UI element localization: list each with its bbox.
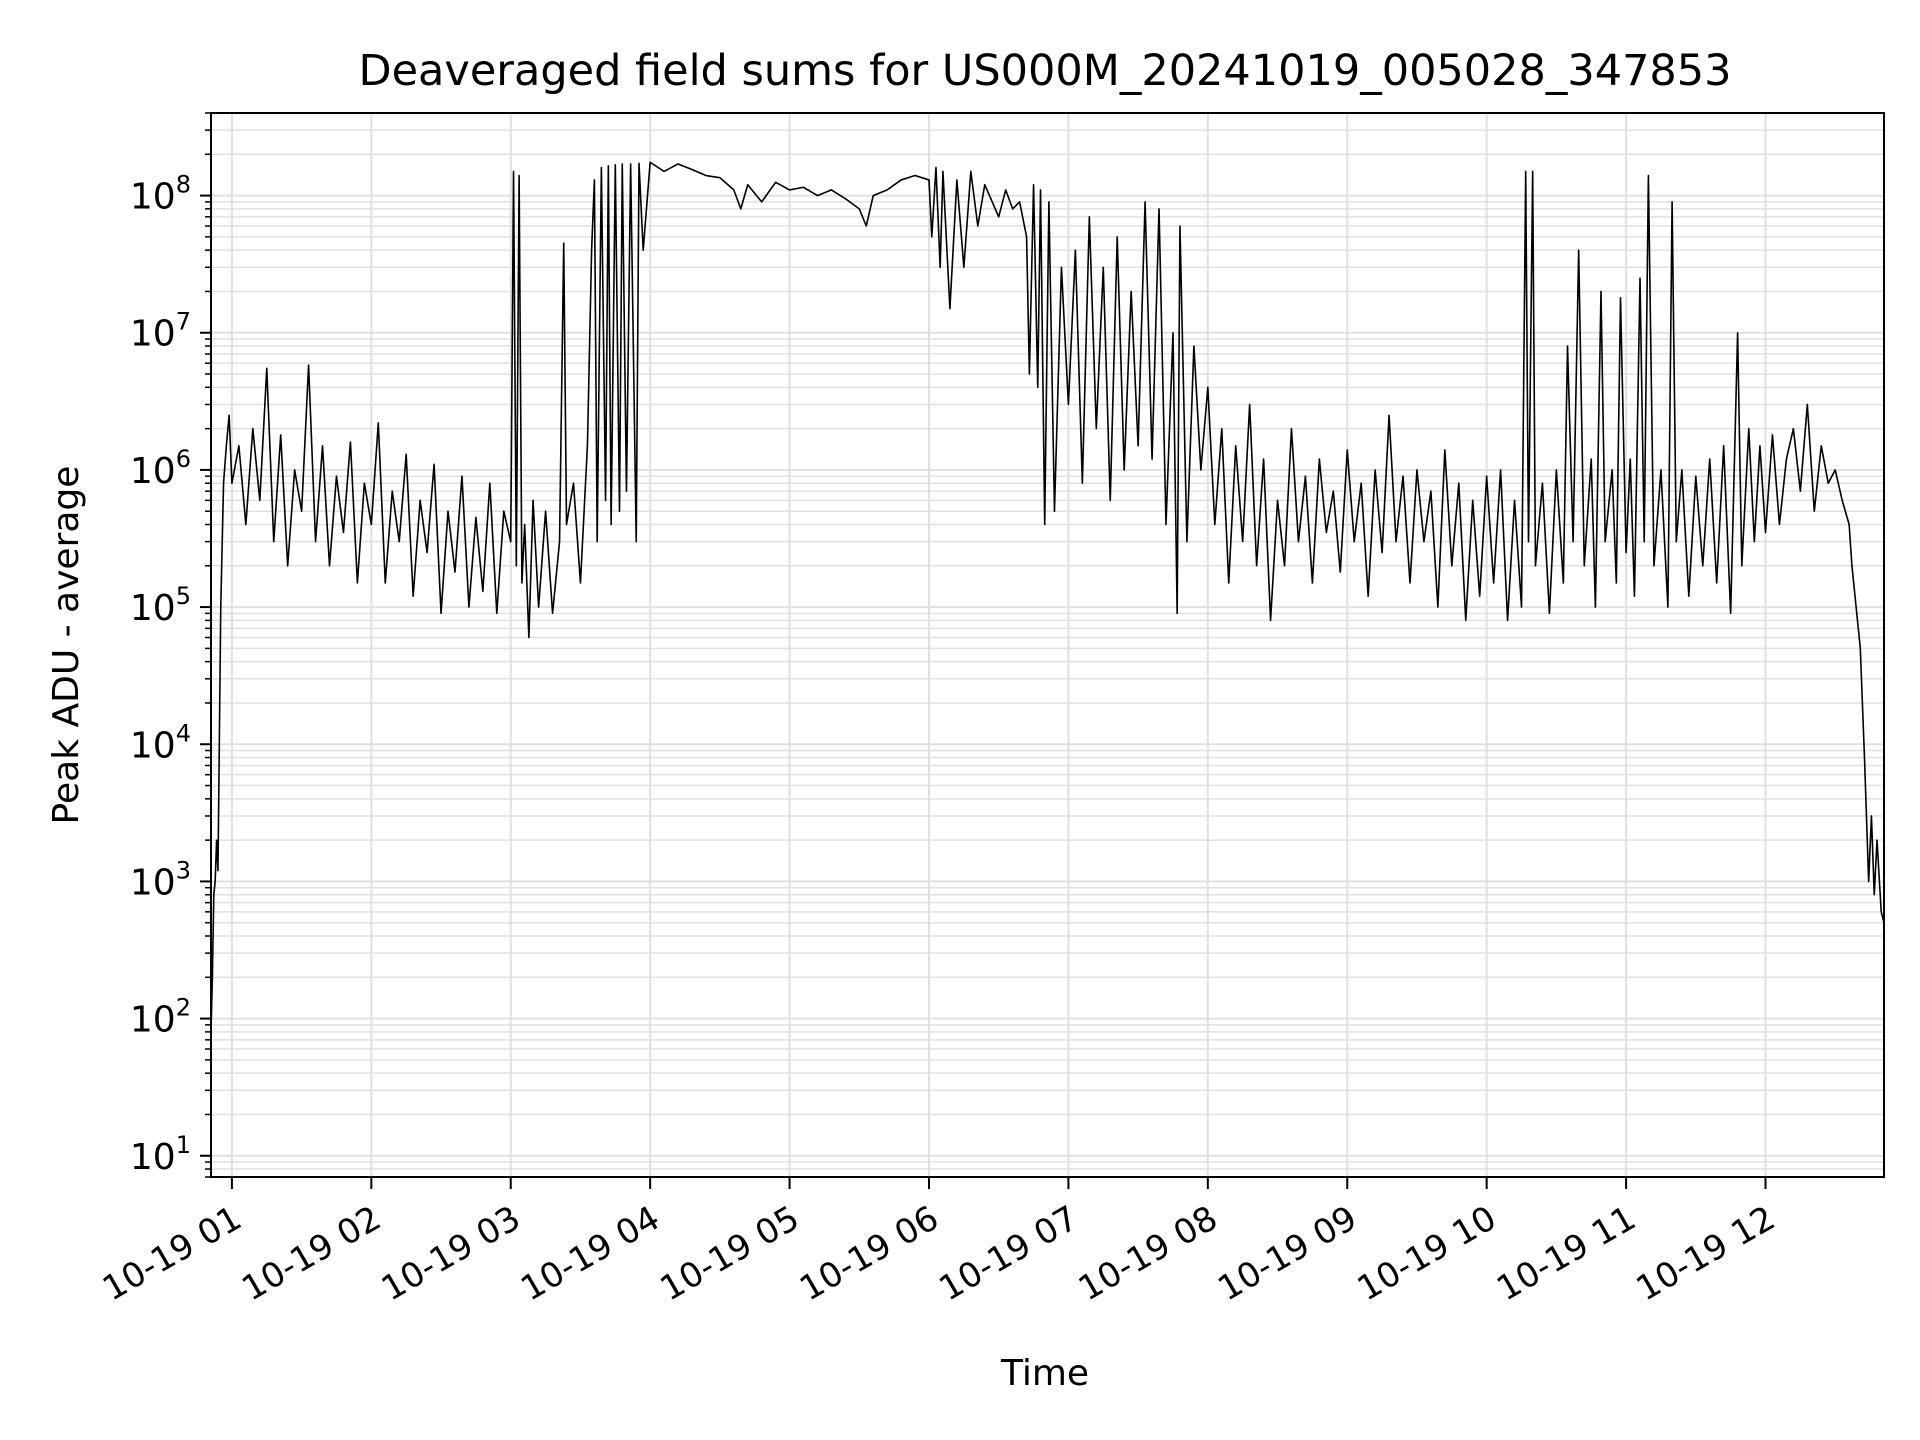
x-tick-label: 10-19 02 xyxy=(235,1198,387,1309)
y-axis: 101 102 103 104 105 106 107 108 xyxy=(130,112,211,1178)
x-axis-label: Time xyxy=(1000,1353,1089,1394)
x-tick-label: 10-19 09 xyxy=(1211,1198,1363,1309)
plot-frame xyxy=(210,112,1885,1178)
data-series xyxy=(210,161,1885,1032)
chart-title: Deaveraged field sums for US000M_2024101… xyxy=(358,46,1731,96)
y-tick-label: 105 xyxy=(130,582,191,629)
y-axis-label: Peak ADU - average xyxy=(46,466,87,825)
x-tick-label: 10-19 10 xyxy=(1351,1198,1503,1309)
y-tick-label: 101 xyxy=(130,1131,191,1178)
x-tick-label: 10-19 03 xyxy=(375,1198,527,1309)
x-tick-label: 10-19 07 xyxy=(933,1198,1085,1309)
y-tick-label: 102 xyxy=(130,994,191,1041)
series-line xyxy=(210,161,1885,1032)
x-tick-label: 10-19 05 xyxy=(654,1198,806,1309)
y-tick-label: 106 xyxy=(130,445,191,492)
y-tick-label: 103 xyxy=(130,856,191,903)
x-tick-label: 10-19 04 xyxy=(514,1198,666,1309)
x-tick-label: 10-19 08 xyxy=(1072,1198,1224,1309)
y-tick-label: 107 xyxy=(130,308,191,355)
x-tick-label: 10-19 11 xyxy=(1490,1198,1642,1309)
y-tick-label: 104 xyxy=(130,719,191,766)
y-tick-label: 108 xyxy=(130,171,191,218)
x-tick-label: 10-19 01 xyxy=(96,1198,248,1309)
x-tick-label: 10-19 06 xyxy=(793,1198,945,1309)
x-tick-label: 10-19 12 xyxy=(1630,1198,1782,1309)
